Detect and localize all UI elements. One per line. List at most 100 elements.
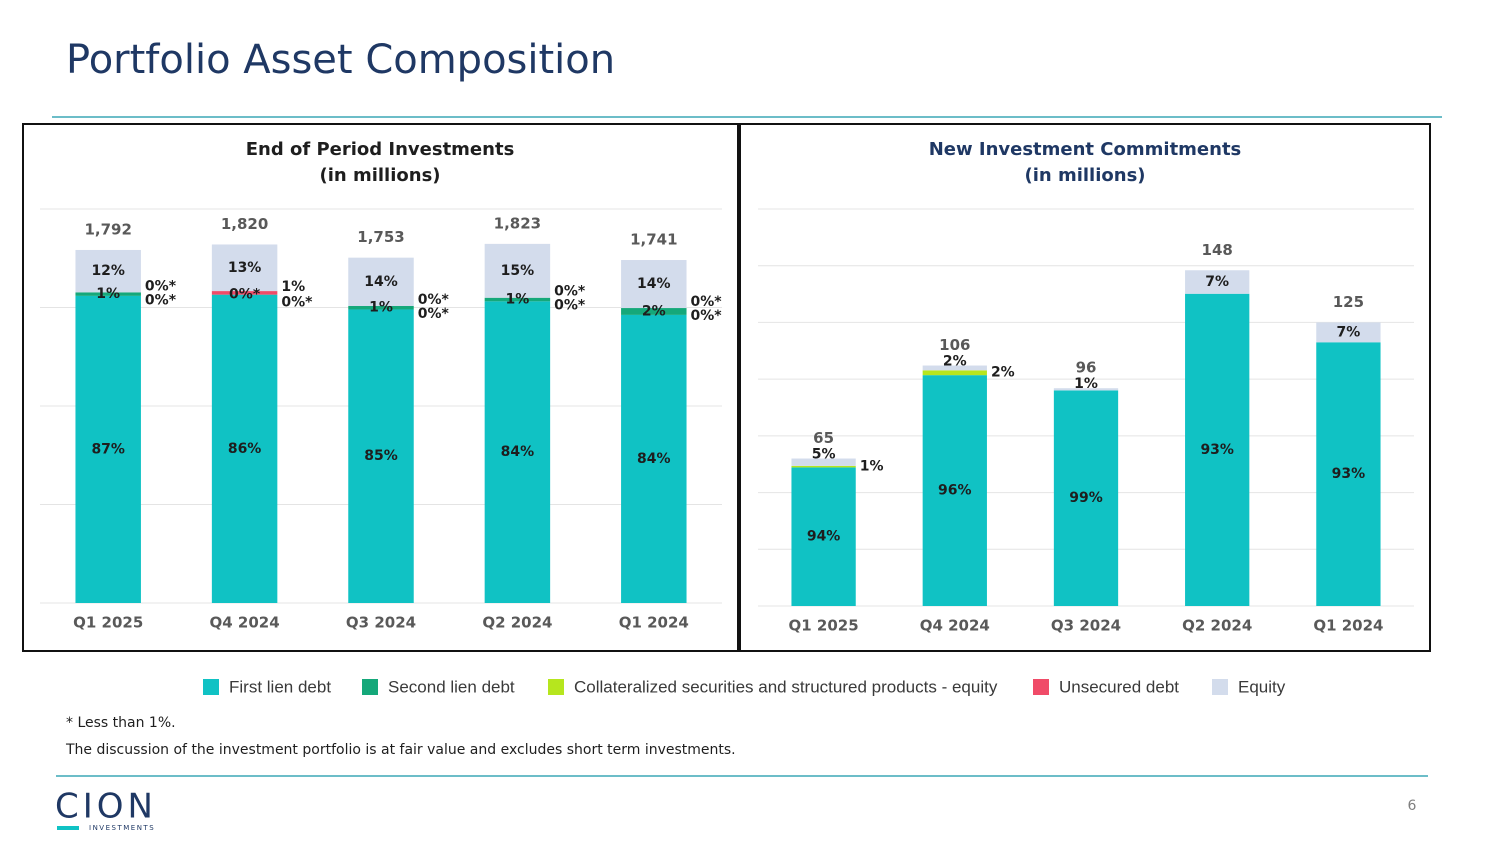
value-label: 14% xyxy=(637,276,671,292)
panel-right xyxy=(739,123,1431,652)
value-label: 0%* xyxy=(554,284,586,300)
bar-segment xyxy=(922,365,987,371)
chart-title: New Investment Commitments xyxy=(929,139,1242,160)
bar-segment xyxy=(1316,322,1381,343)
total-label: 1,820 xyxy=(221,215,268,233)
total-label: 96 xyxy=(1076,359,1097,377)
bar-segment xyxy=(922,375,987,606)
value-label: 1% xyxy=(1074,376,1098,392)
bar-segment xyxy=(484,243,551,298)
value-label: 84% xyxy=(501,444,535,460)
value-label: 0%* xyxy=(281,295,313,311)
bar-segment xyxy=(484,297,551,302)
total-label: 1,753 xyxy=(357,228,404,246)
x-tick-label: Q2 2024 xyxy=(482,614,552,632)
logo: CION xyxy=(55,787,157,827)
total-label: 1,741 xyxy=(630,231,677,249)
value-label: 1% xyxy=(369,300,393,316)
value-label: 0%* xyxy=(418,292,450,308)
legend-label: Equity xyxy=(1238,677,1286,696)
legend-label: Unsecured debt xyxy=(1059,677,1179,696)
chart-subtitle: (in millions) xyxy=(1024,165,1145,186)
bar-segment xyxy=(1053,388,1119,391)
bar-segment xyxy=(621,314,687,603)
total-label: 1,792 xyxy=(84,220,131,238)
value-label: 0%* xyxy=(418,306,450,322)
x-tick-label: Q1 2025 xyxy=(73,614,143,632)
bar-segment xyxy=(621,260,687,309)
bar-segment xyxy=(791,465,856,468)
value-label: 96% xyxy=(938,483,972,499)
value-label: 0%* xyxy=(691,308,723,324)
value-label: 12% xyxy=(91,263,125,279)
bar-segment xyxy=(922,370,987,376)
bar-segment xyxy=(211,244,278,292)
x-tick-label: Q3 2024 xyxy=(1051,617,1121,635)
value-label: 93% xyxy=(1332,466,1366,482)
legend-swatch xyxy=(362,679,378,695)
total-label: 125 xyxy=(1333,293,1364,311)
total-label: 65 xyxy=(813,429,834,447)
bar-segment xyxy=(621,308,687,315)
total-label: 1,823 xyxy=(494,214,541,232)
value-label: 1% xyxy=(96,286,120,302)
value-label: 15% xyxy=(501,263,535,279)
bar-segment xyxy=(1316,342,1381,606)
value-label: 0%* xyxy=(229,287,261,303)
panel-left xyxy=(22,123,739,652)
bar-segment xyxy=(791,458,856,466)
bar-segment xyxy=(75,292,141,296)
value-label: 2% xyxy=(642,303,666,319)
bar-segment xyxy=(484,301,551,603)
bar-segment xyxy=(75,249,141,293)
x-tick-label: Q3 2024 xyxy=(346,614,416,632)
bar-segment xyxy=(348,257,414,307)
bar-segment xyxy=(211,291,278,295)
value-label: 7% xyxy=(1337,324,1361,340)
legend-label: Collateralized securities and structured… xyxy=(574,677,998,696)
logo-accent xyxy=(57,826,79,830)
x-tick-label: Q4 2024 xyxy=(920,617,990,635)
value-label: 0%* xyxy=(145,278,177,294)
value-label: 13% xyxy=(228,260,262,276)
legend-label: Second lien debt xyxy=(388,677,515,696)
value-label: 7% xyxy=(1205,274,1229,290)
value-label: 94% xyxy=(807,529,841,545)
x-tick-label: Q1 2024 xyxy=(1313,617,1383,635)
x-tick-label: Q4 2024 xyxy=(210,614,280,632)
legend-swatch xyxy=(1212,679,1228,695)
value-label: 99% xyxy=(1069,490,1103,506)
total-label: 148 xyxy=(1202,241,1233,259)
legend-swatch xyxy=(203,679,219,695)
value-label: 1% xyxy=(506,292,530,308)
page-number: 6 xyxy=(1408,798,1417,814)
value-label: 0%* xyxy=(145,292,177,308)
value-label: 86% xyxy=(228,441,262,457)
chart-title: End of Period Investments xyxy=(246,139,515,160)
x-tick-label: Q1 2025 xyxy=(789,617,859,635)
value-label: 2% xyxy=(943,354,967,370)
chart-subtitle: (in millions) xyxy=(319,165,440,186)
bar-segment xyxy=(1185,270,1250,294)
value-label: 1% xyxy=(860,459,884,475)
value-label: 84% xyxy=(637,451,671,467)
value-label: 0%* xyxy=(691,294,723,310)
total-label: 106 xyxy=(939,336,970,354)
bar-segment xyxy=(211,294,278,603)
x-tick-label: Q1 2024 xyxy=(619,614,689,632)
bar-segment xyxy=(75,295,141,603)
legend-swatch xyxy=(548,679,564,695)
value-label: 14% xyxy=(364,274,398,290)
legend-swatch xyxy=(1033,679,1049,695)
value-label: 93% xyxy=(1200,442,1234,458)
bar-segment xyxy=(1053,390,1119,606)
bar-segment xyxy=(348,309,414,603)
bar-segment xyxy=(348,306,414,310)
footnote: * Less than 1%. xyxy=(66,715,176,731)
logo-sub: INVESTMENTS xyxy=(89,824,155,832)
slide-title: Portfolio Asset Composition xyxy=(66,37,615,83)
value-label: 85% xyxy=(364,448,398,464)
value-label: 0%* xyxy=(554,298,586,314)
legend-label: First lien debt xyxy=(229,677,331,696)
value-label: 1% xyxy=(281,279,305,295)
